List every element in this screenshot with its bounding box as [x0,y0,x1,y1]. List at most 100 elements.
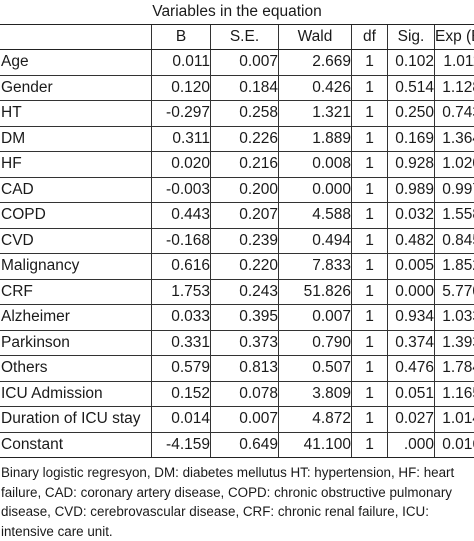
cell-variable: Others [0,356,152,382]
cell-wald: 0.426 [279,75,352,101]
cell-wald: 0.000 [279,177,352,203]
cell-exp-b: 1.393 [435,330,474,356]
cell-exp-b: 5.770 [435,279,474,305]
cell-variable: HT [0,101,152,127]
cell-se: 0.207 [211,203,279,229]
cell-exp-b: 1.558 [435,203,474,229]
cell-wald: 4.588 [279,203,352,229]
cell-sig: 0.514 [388,75,435,101]
cell-sig: 0.989 [388,177,435,203]
cell-variable: Malignancy [0,254,152,280]
cell-exp-b: 1.165 [435,381,474,407]
cell-wald: 0.007 [279,305,352,331]
cell-b: 1.753 [152,279,211,305]
cell-b: 0.014 [152,407,211,433]
header-exp-b: Exp (B) [435,25,474,50]
cell-exp-b: 0.845 [435,228,474,254]
cell-wald: 1.889 [279,126,352,152]
cell-wald: 1.321 [279,101,352,127]
cell-variable: CRF [0,279,152,305]
cell-wald: 2.669 [279,50,352,76]
cell-exp-b: 1.011 [435,50,474,76]
cell-sig: 0.482 [388,228,435,254]
cell-exp-b: 0.016 [435,432,474,458]
cell-sig: 0.005 [388,254,435,280]
cell-df: 1 [352,228,388,254]
cell-df: 1 [352,50,388,76]
cell-b: 0.152 [152,381,211,407]
cell-df: 1 [352,177,388,203]
cell-variable: DM [0,126,152,152]
cell-se: 0.220 [211,254,279,280]
cell-variable: Parkinson [0,330,152,356]
table-body: Age0.0110.0072.66910.1021.011Gender0.120… [0,50,474,458]
cell-df: 1 [352,126,388,152]
cell-sig: 0.169 [388,126,435,152]
cell-wald: 3.809 [279,381,352,407]
cell-sig: 0.476 [388,356,435,382]
cell-exp-b: 0.743 [435,101,474,127]
cell-df: 1 [352,279,388,305]
header-row: B S.E. Wald df Sig. Exp (B) [0,25,474,50]
cell-b: -4.159 [152,432,211,458]
cell-wald: 0.790 [279,330,352,356]
cell-wald: 4.872 [279,407,352,433]
cell-df: 1 [352,203,388,229]
cell-exp-b: 0.997 [435,177,474,203]
cell-sig: 0.051 [388,381,435,407]
cell-variable: Gender [0,75,152,101]
header-se: S.E. [211,25,279,50]
cell-sig: 0.032 [388,203,435,229]
cell-b: -0.297 [152,101,211,127]
cell-exp-b: 1.033 [435,305,474,331]
cell-b: 0.579 [152,356,211,382]
cell-sig: 0.000 [388,279,435,305]
cell-b: 0.311 [152,126,211,152]
cell-wald: 7.833 [279,254,352,280]
header-variable [0,25,152,50]
cell-exp-b: 1.364 [435,126,474,152]
cell-sig: 0.934 [388,305,435,331]
cell-b: 0.443 [152,203,211,229]
cell-wald: 41.100 [279,432,352,458]
cell-sig: 0.250 [388,101,435,127]
cell-df: 1 [352,101,388,127]
cell-variable: Duration of ICU stay [0,407,152,433]
cell-se: 0.216 [211,152,279,178]
cell-sig: 0.102 [388,50,435,76]
cell-wald: 51.826 [279,279,352,305]
header-b: B [152,25,211,50]
cell-se: 0.007 [211,50,279,76]
cell-sig: 0.027 [388,407,435,433]
cell-b: 0.011 [152,50,211,76]
cell-variable: Alzheimer [0,305,152,331]
cell-b: 0.120 [152,75,211,101]
cell-se: 0.395 [211,305,279,331]
cell-exp-b: 1.128 [435,75,474,101]
cell-se: 0.373 [211,330,279,356]
cell-se: 0.258 [211,101,279,127]
cell-df: 1 [352,356,388,382]
cell-exp-b: 1.014 [435,407,474,433]
cell-exp-b: 1.020 [435,152,474,178]
cell-wald: 0.507 [279,356,352,382]
cell-se: 0.184 [211,75,279,101]
cell-b: 0.033 [152,305,211,331]
cell-exp-b: 1.784 [435,356,474,382]
table-footnote: Binary logistic regresyon, DM: diabetes … [0,458,474,541]
cell-sig: 0.374 [388,330,435,356]
